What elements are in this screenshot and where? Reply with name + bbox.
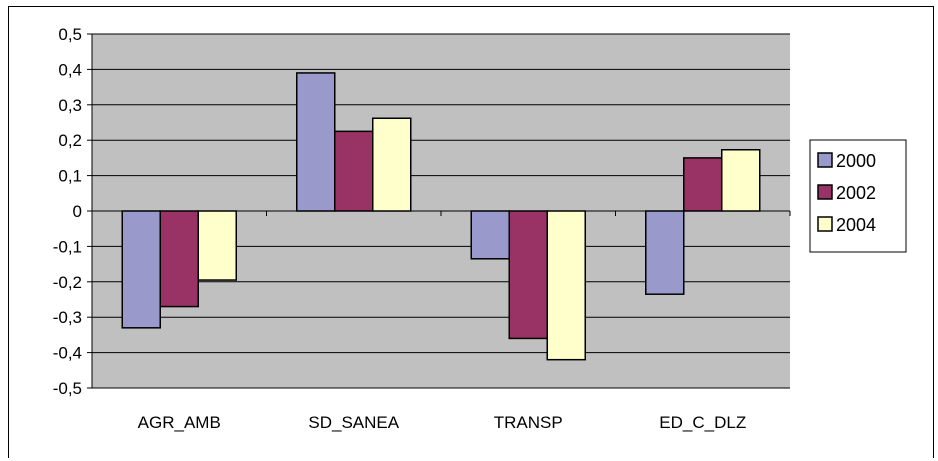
bar-2002-SD_SANEA [334,130,374,212]
y-tick-label: 0 [73,202,82,221]
y-tick-label: 0,5 [58,25,82,44]
bar-2000-ED_C_DLZ [645,210,685,295]
y-tick-label: 0,2 [58,131,82,150]
y-tick-label: -0,2 [53,273,82,292]
y-tick-label: -0,5 [53,379,82,398]
bar-2004-SD_SANEA [372,117,412,212]
bar-2004-AGR_AMB [197,210,237,281]
legend-swatch-2004 [817,216,833,232]
y-tick-label: -0,3 [53,308,82,327]
y-tick-label: 0,3 [58,96,82,115]
y-tick-label: 0,4 [58,60,82,79]
bar-2000-TRANSP [470,210,510,260]
x-tick-label: TRANSP [494,413,563,432]
bar-2000-SD_SANEA [296,72,336,212]
legend-swatch-2000 [817,152,833,168]
x-tick-label: AGR_AMB [138,413,221,432]
axes [87,33,791,389]
bars [121,72,761,361]
bar-2000-AGR_AMB [121,210,161,329]
bar-2002-AGR_AMB [159,210,199,308]
y-tick-label: -0,1 [53,237,82,256]
bar-2004-TRANSP [546,210,586,361]
legend: 2000 2002 2004 [809,139,907,253]
legend-swatch-2002 [817,184,833,200]
y-tick-labels: 0,5 0,4 0,3 0,2 0,1 0 -0,1 -0,2 -0,3 -0,4 -0,5 [53,25,82,398]
bar-2002-TRANSP [508,210,548,340]
y-tick-label: 0,1 [58,167,82,186]
x-tick-labels: AGR_AMB SD_SANEA TRANSP ED_C_DLZ [138,413,747,432]
legend-label-2004: 2004 [836,215,876,235]
x-tick-label: ED_C_DLZ [659,413,746,432]
x-tick-label: SD_SANEA [308,413,399,432]
bar-2004-ED_C_DLZ [721,149,761,212]
chart-frame [8,6,934,458]
legend-label-2000: 2000 [836,151,876,171]
bar-2002-ED_C_DLZ [683,157,723,212]
y-tick-label: -0,4 [53,344,82,363]
legend-label-2002: 2002 [836,183,876,203]
